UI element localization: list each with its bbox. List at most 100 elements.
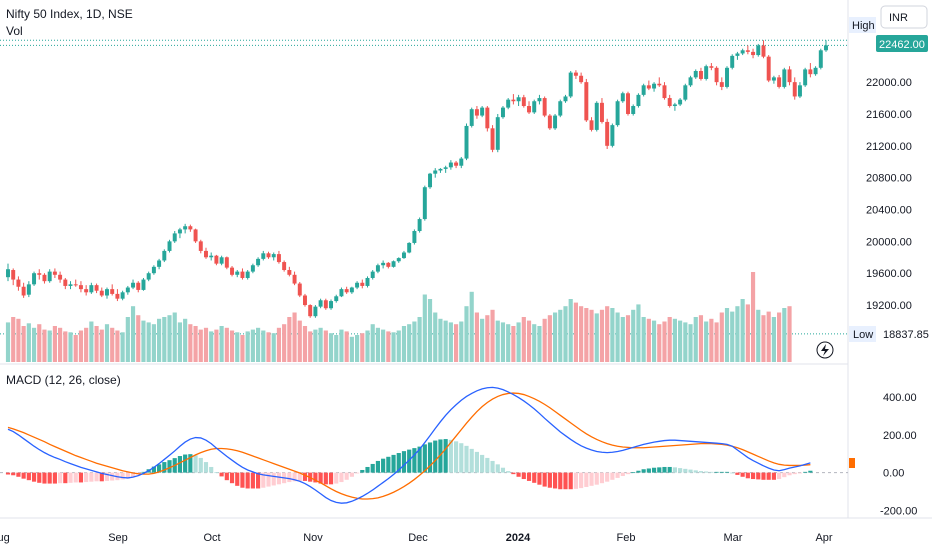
candle — [594, 101, 599, 132]
histogram-bar — [490, 460, 495, 473]
candle — [641, 83, 646, 97]
volume-bar — [636, 304, 641, 362]
candle — [751, 48, 756, 59]
candle — [172, 231, 177, 243]
candle — [16, 276, 21, 291]
volume-bar — [58, 327, 63, 362]
macd-pane: MACD (12, 26, close) 400.00 200.00 0.00 -20… — [0, 373, 917, 517]
volume-bar — [250, 329, 255, 362]
candle — [725, 66, 729, 89]
candle — [292, 271, 297, 286]
volume-bar — [474, 312, 479, 362]
macd-histogram — [5, 439, 813, 490]
histogram-bar — [599, 472, 605, 484]
candle — [573, 70, 578, 79]
histogram-bar — [777, 472, 782, 480]
candle — [115, 289, 120, 302]
time-axis-label: Sep — [108, 532, 128, 544]
histogram-bar — [104, 472, 110, 481]
volume-bar — [381, 329, 386, 362]
histogram-bar — [495, 464, 500, 473]
histogram-bar — [266, 472, 271, 487]
histogram-bar — [724, 471, 730, 473]
volume-bar — [495, 320, 500, 362]
volume-bar — [521, 317, 526, 362]
volume-bar — [448, 322, 453, 362]
histogram-bar — [401, 451, 407, 473]
histogram-bar — [448, 439, 453, 473]
candle — [303, 293, 307, 307]
volume-bar — [417, 317, 422, 362]
candle — [547, 113, 552, 130]
candle — [464, 123, 469, 161]
price-pane: 22000.00 21600.00 21200.00 20800.00 20400.00… — [0, 0, 929, 518]
histogram-bar — [78, 472, 84, 483]
volume-bar — [209, 331, 214, 362]
candle — [37, 269, 42, 280]
histogram-bar — [605, 472, 610, 482]
currency-button[interactable]: INR — [880, 5, 928, 29]
volume-bar — [292, 312, 297, 362]
histogram-bar — [11, 472, 16, 476]
histogram-bar — [756, 472, 761, 480]
lightning-icon[interactable] — [816, 341, 834, 359]
candle — [89, 282, 94, 294]
candle — [32, 271, 37, 286]
volume-bar — [188, 324, 193, 362]
macd-tick-label: 400.00 — [883, 392, 917, 404]
volume-bar — [480, 318, 485, 362]
candle — [381, 260, 386, 269]
histogram-bar — [787, 472, 792, 476]
volume-bar — [245, 331, 250, 362]
volume-bar — [261, 330, 266, 362]
histogram-bar — [651, 467, 657, 473]
histogram-bar — [5, 472, 11, 475]
candle — [323, 298, 328, 310]
volume-bar — [94, 326, 99, 362]
candle — [558, 99, 563, 118]
histogram-bar — [99, 472, 104, 482]
volume-bar — [110, 327, 115, 362]
histogram-bar — [328, 472, 334, 485]
histogram-bar — [120, 472, 125, 480]
histogram-bar — [625, 472, 631, 475]
candle — [329, 299, 334, 310]
candle — [42, 273, 47, 284]
volume-bar — [318, 327, 323, 362]
time-axis-label: Feb — [617, 532, 636, 544]
volume-bar — [115, 330, 120, 362]
volume-bar — [214, 329, 219, 362]
volume-bar — [391, 332, 396, 362]
volume-bar — [297, 320, 302, 362]
candle — [678, 98, 683, 107]
candle — [589, 117, 594, 132]
histogram-bar — [417, 446, 422, 473]
candle — [521, 94, 526, 108]
volume-bar — [125, 317, 130, 362]
histogram-bar — [276, 472, 282, 485]
histogram-bar — [506, 471, 511, 473]
volume-bar — [563, 306, 568, 362]
volume-bar — [646, 318, 651, 362]
histogram-bar — [47, 472, 52, 484]
candle — [224, 256, 229, 270]
histogram-bar — [271, 472, 276, 486]
candle — [610, 123, 615, 148]
histogram-bar — [245, 472, 250, 489]
histogram-bar — [438, 439, 443, 473]
candle — [250, 263, 255, 274]
histogram-bar — [323, 472, 328, 485]
price-tick-label: 20000.00 — [866, 236, 912, 248]
volume-bar — [777, 312, 782, 362]
macd-tick-label: -200.00 — [880, 505, 917, 517]
candle — [516, 94, 521, 107]
histogram-bar — [662, 466, 667, 473]
histogram-bar — [16, 472, 21, 477]
macd-last-badge — [849, 458, 855, 469]
time-axis-label: Mar — [724, 532, 743, 544]
candle — [177, 227, 182, 239]
candle — [297, 281, 302, 298]
price-tick-label: 21200.00 — [866, 141, 912, 153]
candle — [646, 80, 651, 91]
